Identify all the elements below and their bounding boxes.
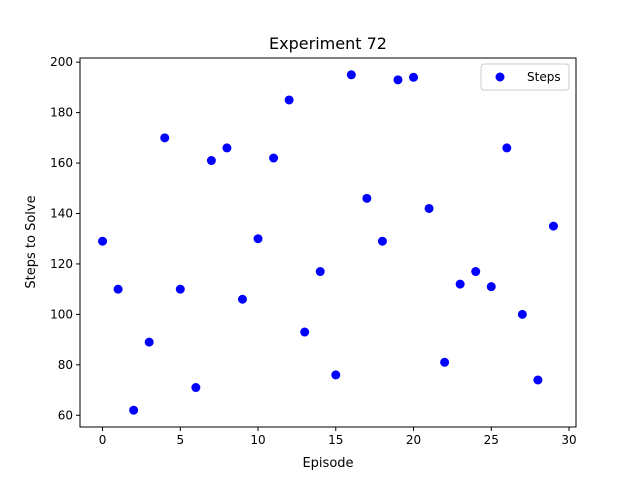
data-point xyxy=(517,309,527,319)
x-tick-label: 0 xyxy=(99,433,107,447)
data-point xyxy=(191,383,201,393)
chart-title: Experiment 72 xyxy=(269,34,387,53)
y-tick-label: 200 xyxy=(50,55,73,69)
data-point xyxy=(144,337,154,347)
data-point xyxy=(315,267,325,277)
data-point xyxy=(160,133,170,143)
data-point xyxy=(98,236,108,246)
x-tick-label: 25 xyxy=(484,433,499,447)
x-tick-label: 20 xyxy=(406,433,421,447)
data-point xyxy=(300,327,310,337)
x-tick-label: 5 xyxy=(176,433,184,447)
legend-box xyxy=(480,63,570,91)
data-point xyxy=(377,236,387,246)
x-tick-label: 30 xyxy=(561,433,576,447)
y-tick-label: 120 xyxy=(50,257,73,271)
data-point xyxy=(284,95,294,105)
data-point xyxy=(533,375,543,385)
data-point xyxy=(440,357,450,367)
data-point xyxy=(424,203,434,213)
y-tick-label: 180 xyxy=(50,106,73,120)
data-point xyxy=(455,279,465,289)
plot-frame xyxy=(79,57,577,428)
legend-marker xyxy=(495,72,505,82)
data-points xyxy=(98,70,558,415)
data-point xyxy=(129,405,139,415)
data-point xyxy=(269,153,279,163)
data-point xyxy=(409,72,419,82)
axes: 0 5 10 15 20 25 30 60 80 100 120 140 160 180 200 xyxy=(50,55,577,447)
x-tick-label: 15 xyxy=(328,433,343,447)
data-point xyxy=(502,143,512,153)
data-point xyxy=(113,284,123,294)
data-point xyxy=(237,294,247,304)
y-tick-label: 60 xyxy=(58,408,73,422)
x-tick-label: 10 xyxy=(250,433,265,447)
y-tick-label: 140 xyxy=(50,206,73,220)
data-point xyxy=(206,156,216,166)
data-point xyxy=(253,234,263,244)
data-point xyxy=(331,370,341,380)
data-point xyxy=(393,75,403,85)
y-axis-label: Steps to Solve xyxy=(24,195,39,288)
y-tick-label: 100 xyxy=(50,307,73,321)
data-point xyxy=(362,193,372,203)
legend-label: Steps xyxy=(527,70,561,84)
y-tick-label: 80 xyxy=(58,358,73,372)
data-point xyxy=(471,267,481,277)
data-point xyxy=(346,70,356,80)
y-tick-label: 160 xyxy=(50,156,73,170)
data-point xyxy=(175,284,185,294)
data-point xyxy=(222,143,232,153)
data-point xyxy=(486,282,496,292)
legend: Steps xyxy=(480,63,570,91)
x-axis-label: Episode xyxy=(302,456,353,471)
data-point xyxy=(548,221,558,231)
